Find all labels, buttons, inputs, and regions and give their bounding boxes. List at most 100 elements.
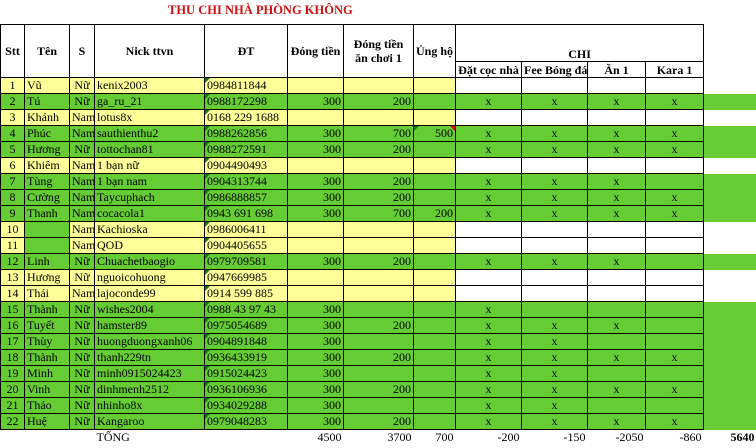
total-kara[interactable]: -860 — [645, 429, 704, 445]
cell-dt[interactable]: 0975054689 — [204, 317, 288, 334]
total-dat-coc[interactable]: -200 — [455, 429, 522, 445]
cell-ten[interactable]: Thanh — [24, 205, 70, 222]
cell-c2[interactable] — [521, 285, 588, 302]
cell-s[interactable]: Nữ — [69, 253, 95, 270]
cell-stt[interactable]: 10 — [0, 221, 25, 238]
empty-cell[interactable] — [704, 286, 756, 302]
cell-ten[interactable]: Hương — [24, 141, 70, 158]
cell-ten[interactable]: Minh — [24, 365, 70, 382]
empty-cell[interactable] — [704, 222, 756, 238]
empty-cell[interactable] — [704, 25, 756, 62]
cell-ung[interactable] — [413, 365, 456, 382]
cell-ten[interactable]: Vinh — [24, 381, 70, 398]
cell-dong[interactable]: 300 — [287, 333, 344, 350]
cell-c1[interactable]: x — [455, 253, 522, 270]
cell-c3[interactable]: x — [587, 381, 646, 398]
cell-stt[interactable]: 2 — [0, 93, 25, 110]
cell-ten[interactable]: Thảo — [24, 397, 70, 414]
cell-dong[interactable]: 300 — [287, 349, 344, 366]
cell-dong[interactable]: 300 — [287, 205, 344, 222]
cell-ung[interactable] — [413, 269, 456, 286]
cell-c4[interactable]: x — [644, 349, 705, 366]
cell-ten[interactable]: Thành — [24, 301, 70, 318]
cell-ung[interactable] — [413, 141, 456, 158]
cell-an[interactable]: 200 — [343, 189, 414, 206]
cell-stt[interactable]: 13 — [0, 269, 25, 286]
cell-stt[interactable]: 18 — [0, 349, 25, 366]
cell-c3[interactable] — [587, 109, 646, 126]
header-chi-dat-coc[interactable]: Đặt cọc nhà — [455, 61, 522, 78]
cell-dt[interactable]: 0979709581 — [204, 253, 288, 270]
cell-s[interactable]: Nam — [69, 109, 95, 126]
cell-nick[interactable]: lajoconde99 — [94, 285, 205, 302]
header-chi[interactable]: CHI — [454, 24, 705, 62]
cell-c4[interactable] — [644, 253, 705, 270]
cell-an[interactable] — [343, 109, 414, 126]
cell-c1[interactable]: x — [455, 141, 522, 158]
cell-an[interactable] — [343, 301, 414, 318]
cell-stt[interactable]: 15 — [0, 301, 25, 318]
cell-dt[interactable]: 0936433919 — [204, 349, 288, 366]
cell-c2[interactable]: x — [521, 205, 588, 222]
empty-cell[interactable] — [703, 189, 756, 206]
cell-nick[interactable]: tottochan81 — [94, 141, 205, 158]
cell-dong[interactable]: 300 — [287, 365, 344, 382]
total-dong-an[interactable]: 3700 — [343, 429, 414, 445]
cell-dt[interactable]: 0988272591 — [204, 141, 288, 158]
empty-cell[interactable] — [703, 125, 756, 142]
cell-stt[interactable]: 14 — [0, 285, 25, 302]
cell-c2[interactable] — [521, 77, 588, 94]
cell-stt[interactable]: 11 — [0, 237, 25, 254]
cell-dt[interactable]: 0904405655 — [204, 237, 288, 254]
cell-s[interactable]: Nữ — [69, 269, 95, 286]
cell-c4[interactable]: x — [644, 189, 705, 206]
cell-dong[interactable]: 300 — [287, 397, 344, 414]
cell-nick[interactable]: thanh229tn — [94, 349, 205, 366]
cell-an[interactable]: 200 — [343, 173, 414, 190]
cell-dong[interactable] — [287, 157, 344, 174]
cell-c2[interactable] — [521, 109, 588, 126]
cell-ung[interactable] — [413, 349, 456, 366]
cell-nick[interactable]: nhinho8x — [94, 397, 205, 414]
cell-c4[interactable] — [644, 333, 705, 350]
cell-s[interactable]: Nữ — [69, 365, 95, 382]
cell-an[interactable]: 200 — [343, 381, 414, 398]
cell-dt[interactable]: 0904490493 — [204, 157, 288, 174]
cell-c2[interactable]: x — [521, 413, 588, 430]
cell-c2[interactable]: x — [521, 141, 588, 158]
cell-c1[interactable]: x — [455, 365, 522, 382]
empty-cell[interactable] — [703, 333, 756, 350]
cell-dt[interactable]: 0988172298 — [204, 93, 288, 110]
cell-ung[interactable]: 500 — [413, 125, 456, 142]
cell-nick[interactable]: nguoicohuong — [94, 269, 205, 286]
cell-c1[interactable] — [455, 237, 522, 254]
cell-c4[interactable] — [644, 397, 705, 414]
cell-s[interactable]: Nữ — [69, 397, 95, 414]
cell-s[interactable]: Nam — [69, 173, 95, 190]
cell-dong[interactable] — [287, 77, 344, 94]
cell-c2[interactable]: x — [521, 349, 588, 366]
cell-c2[interactable]: x — [521, 93, 588, 110]
cell-stt[interactable]: 5 — [0, 141, 25, 158]
cell-nick[interactable]: ga_ru_21 — [94, 93, 205, 110]
cell-c3[interactable]: x — [587, 317, 646, 334]
empty-cell[interactable] — [703, 93, 756, 110]
cell-stt[interactable]: 12 — [0, 253, 25, 270]
header-s[interactable]: S — [69, 24, 95, 78]
cell-s[interactable]: Nữ — [69, 93, 95, 110]
cell-c3[interactable]: x — [587, 173, 646, 190]
cell-c4[interactable] — [644, 109, 705, 126]
empty-cell[interactable] — [704, 110, 756, 126]
cell-c2[interactable]: x — [521, 333, 588, 350]
cell-dong[interactable] — [287, 285, 344, 302]
cell-nick[interactable]: Chuachetbaogio — [94, 253, 205, 270]
cell-c4[interactable] — [644, 269, 705, 286]
cell-c2[interactable] — [521, 301, 588, 318]
cell-ung[interactable] — [413, 397, 456, 414]
empty-cell[interactable] — [703, 365, 756, 382]
cell-an[interactable]: 700 — [343, 125, 414, 142]
cell-ung[interactable] — [413, 109, 456, 126]
cell-dong[interactable]: 300 — [287, 125, 344, 142]
cell-c4[interactable]: x — [644, 93, 705, 110]
cell-ten[interactable]: Khiêm — [24, 157, 70, 174]
